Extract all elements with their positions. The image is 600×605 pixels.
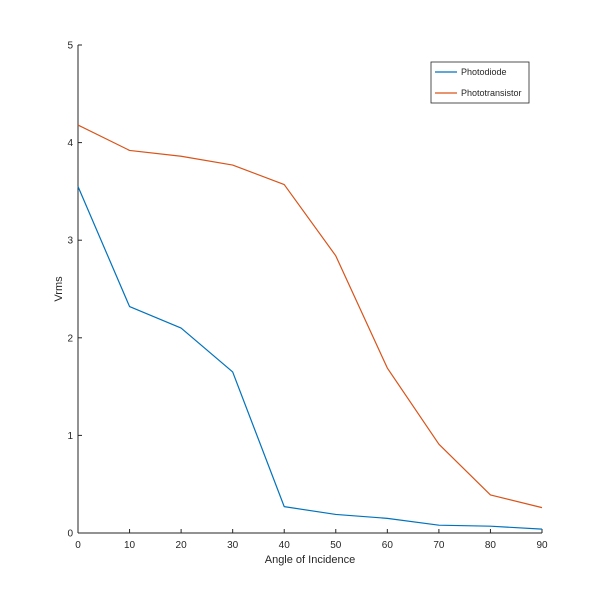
- axes-layer: 0 10 20 30 40 50 60 70 80 90 0 1 2 3 4 5: [67, 41, 548, 552]
- x-tick-label: 0: [75, 540, 81, 551]
- x-tick-label: 50: [330, 540, 342, 551]
- y-tick-label: 3: [67, 236, 73, 247]
- legend-box: [430, 61, 530, 104]
- x-tick-label: 60: [382, 540, 394, 551]
- y-tick-label: 2: [67, 333, 73, 344]
- legend-label-phototransistor: Phototransistor: [461, 88, 522, 98]
- x-tick-label: 80: [485, 540, 497, 551]
- x-tick-label: 70: [433, 540, 445, 551]
- x-tick-label: 90: [536, 540, 548, 551]
- x-tick-label: 10: [124, 540, 136, 551]
- y-axis-label: Vrms: [53, 276, 65, 302]
- x-tick-label: 20: [176, 540, 188, 551]
- series-line-phototransistor: [77, 124, 543, 509]
- series-layer: [77, 124, 543, 530]
- x-tick-label: 30: [227, 540, 239, 551]
- y-tick-label: 0: [67, 529, 73, 540]
- legend-label-photodiode: Photodiode: [461, 67, 507, 77]
- y-tick-label: 1: [67, 431, 73, 442]
- legend: Photodiode Phototransistor: [430, 61, 530, 104]
- y-tick-label: 5: [67, 41, 73, 52]
- y-tick-label: 4: [67, 138, 73, 149]
- x-axis-label: Angle of Incidence: [265, 554, 356, 566]
- x-tick-label: 40: [279, 540, 291, 551]
- series-line-photodiode: [77, 186, 543, 530]
